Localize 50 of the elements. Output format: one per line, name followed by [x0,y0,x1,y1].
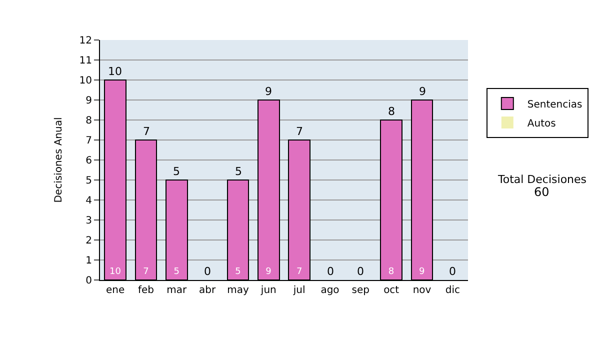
y-tick-label: 1 [86,256,92,266]
data-label: 5 [235,267,241,277]
y-tick-label: 6 [86,156,92,166]
y-tick-label: 4 [86,196,92,206]
y-tick-label: 8 [86,116,92,126]
total-label: 7 [143,125,150,138]
data-label: 9 [266,267,272,277]
x-tick-label: jun [260,285,276,296]
total-label: 0 [449,265,456,278]
total-label: 9 [265,85,272,98]
x-tick-label: jul [292,285,306,296]
x-tick-label: sep [352,285,370,296]
x-tick-label: feb [138,285,154,296]
total-label: 0 [357,265,364,278]
total-label: 5 [235,165,242,178]
data-label: 10 [109,267,122,277]
x-tick-label: nov [412,285,432,296]
y-axis-title: Decisiones Anual [53,117,64,203]
y-tick-label: 7 [86,136,92,146]
y-tick-label: 0 [86,276,92,286]
legend-label: Sentencias [527,99,582,110]
y-tick-label: 12 [79,36,92,46]
total-label: 5 [173,165,180,178]
data-label: 5 [174,267,180,277]
total-label: 9 [419,85,426,98]
data-label: 7 [143,267,149,277]
total-label: 7 [296,125,303,138]
text: 60 [534,185,550,199]
data-label: 7 [296,267,302,277]
total-label: 0 [327,265,334,278]
total-label: 10 [108,65,122,78]
x-tick-label: may [227,285,249,296]
data-label: 8 [388,267,394,277]
y-tick-label: 10 [79,76,92,86]
x-tick-label: ene [106,285,125,296]
y-tick-label: 11 [79,56,92,66]
x-tick-label: ago [320,285,340,296]
total-label: 8 [388,105,395,118]
x-tick-label: dic [445,285,460,296]
y-tick-label: 3 [86,216,92,226]
text: Total Decisiones [497,173,587,186]
y-tick-label: 5 [86,176,92,186]
x-tick-label: mar [166,285,188,296]
x-tick-label: abr [199,285,217,296]
data-label: 9 [419,267,425,277]
legend-label: Autos [527,118,556,130]
total-label: 0 [204,265,211,278]
y-tick-label: 2 [86,236,92,246]
y-tick-label: 9 [86,96,92,106]
x-tick-label: oct [384,285,400,296]
